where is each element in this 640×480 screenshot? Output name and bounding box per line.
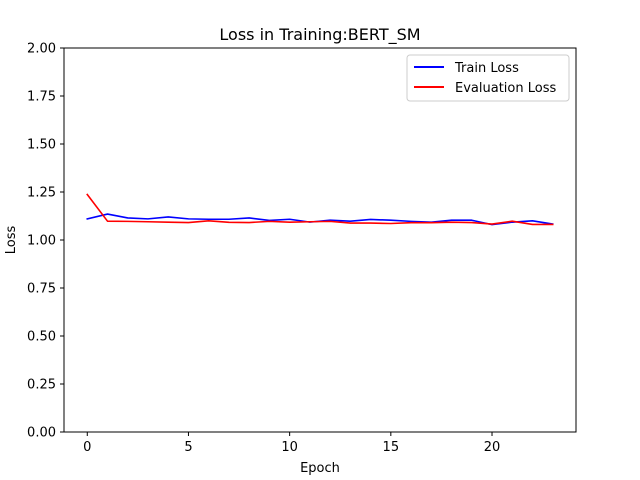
x-axis-label: Epoch [300,461,340,476]
x-tick-label: 15 [383,440,400,455]
y-tick-label: 0.50 [27,330,56,345]
y-tick-label: 1.00 [27,234,56,249]
legend: Train Loss Evaluation Loss [406,54,570,102]
series-layer [86,193,554,226]
x-tick-label: 0 [83,440,91,455]
x-axis-ticks: 0 5 10 15 20 [83,432,500,455]
y-tick-label: 1.25 [27,186,56,201]
x-tick-label: 10 [281,440,298,455]
legend-label-evaluation-loss: Evaluation Loss [455,81,556,96]
legend-box [406,54,570,102]
y-tick-label: 1.50 [27,138,56,153]
y-tick-label: 0.00 [27,426,56,441]
chart-title: Loss in Training:BERT_SM [219,25,420,45]
x-tick-label: 5 [184,440,192,455]
y-axis-label: Loss [4,226,19,255]
x-tick-label: 20 [484,440,501,455]
y-tick-label: 1.75 [27,90,56,105]
y-tick-label: 0.75 [27,282,56,297]
y-axis-ticks: 0.00 0.25 0.50 0.75 1.00 1.25 1.50 1.75 2.00 [27,42,64,441]
y-tick-label: 0.25 [27,378,56,393]
legend-label-train-loss: Train Loss [454,61,519,76]
series-line-evaluation-loss [86,193,554,226]
y-tick-label: 2.00 [27,42,56,57]
